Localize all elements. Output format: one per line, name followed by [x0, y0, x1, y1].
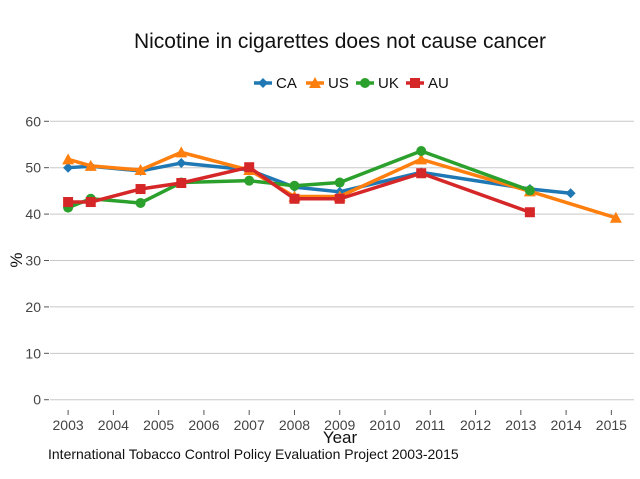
data-point-uk	[524, 185, 535, 196]
y-tick-label: 30	[25, 253, 41, 269]
data-point-au	[289, 193, 300, 204]
data-point-uk	[289, 180, 300, 191]
y-tick-label: 50	[25, 160, 41, 176]
x-tick-label: 2010	[369, 417, 400, 433]
x-tick-label: 2003	[53, 417, 84, 433]
x-tick-label: 2013	[505, 417, 536, 433]
y-tick-label: 20	[25, 299, 41, 315]
x-tick-label: 2015	[596, 417, 627, 433]
legend-label: CA	[276, 75, 297, 92]
data-point-uk	[135, 197, 146, 208]
data-point-uk	[334, 177, 345, 188]
legend-marker-au	[410, 78, 420, 88]
x-axis-title: Year	[323, 428, 358, 447]
legend-item-ca: CA	[254, 75, 297, 92]
data-point-uk	[244, 175, 255, 186]
legend-marker-us	[309, 77, 321, 88]
data-point-us	[134, 164, 147, 176]
x-tick-label: 2007	[234, 417, 265, 433]
x-tick-label: 2008	[279, 417, 310, 433]
data-point-ca	[565, 188, 576, 199]
data-point-au	[63, 197, 74, 208]
chart-title: Nicotine in cigarettes does not cause ca…	[134, 30, 546, 53]
data-point-au	[334, 193, 345, 204]
data-point-uk	[416, 145, 427, 156]
data-point-au	[135, 184, 146, 195]
x-tick-label: 2005	[143, 417, 174, 433]
legend-marker-ca	[258, 78, 268, 88]
data-point-ca	[176, 158, 187, 169]
y-tick-label: 60	[25, 113, 41, 129]
x-tick-label: 2006	[188, 417, 219, 433]
x-tick-label: 2011	[415, 417, 445, 433]
legend-item-uk: UK	[356, 75, 399, 92]
data-point-au	[176, 178, 187, 189]
legend-item-us: US	[306, 75, 349, 92]
legend-item-au: AU	[406, 75, 449, 92]
legend-label: AU	[428, 75, 449, 92]
grid	[50, 120, 634, 401]
x-axis: 2003 2004 2005 2006 2007 2008 2009 2010 2011 2012…	[53, 410, 627, 433]
series-group	[62, 145, 622, 223]
data-point-us	[175, 146, 188, 158]
data-point-au	[524, 207, 535, 218]
legend-marker-uk	[360, 78, 370, 88]
data-point-us	[84, 159, 97, 171]
y-tick-label: 40	[25, 206, 41, 222]
y-tick-label: 0	[33, 392, 41, 408]
x-tick-label: 2014	[551, 417, 582, 433]
data-point-au	[244, 162, 255, 173]
series-au	[63, 162, 535, 218]
data-point-ca	[63, 162, 74, 173]
x-tick-label: 2012	[460, 417, 491, 433]
legend-label: US	[328, 75, 349, 92]
legend-label: UK	[378, 75, 399, 92]
data-point-au	[416, 168, 427, 179]
source-caption: International Tobacco Control Policy Eva…	[48, 446, 459, 462]
y-axis: 0 10 20 30 40 50 60	[25, 113, 49, 408]
data-point-us	[609, 211, 622, 223]
data-point-us	[62, 153, 75, 165]
y-axis-title: %	[7, 252, 26, 267]
x-tick-label: 2009	[324, 417, 355, 433]
x-tick-label: 2004	[98, 417, 129, 433]
y-tick-label: 10	[25, 345, 41, 361]
data-point-us	[415, 153, 428, 165]
legend: CA US UK AU	[254, 75, 449, 92]
data-point-au	[85, 197, 96, 208]
